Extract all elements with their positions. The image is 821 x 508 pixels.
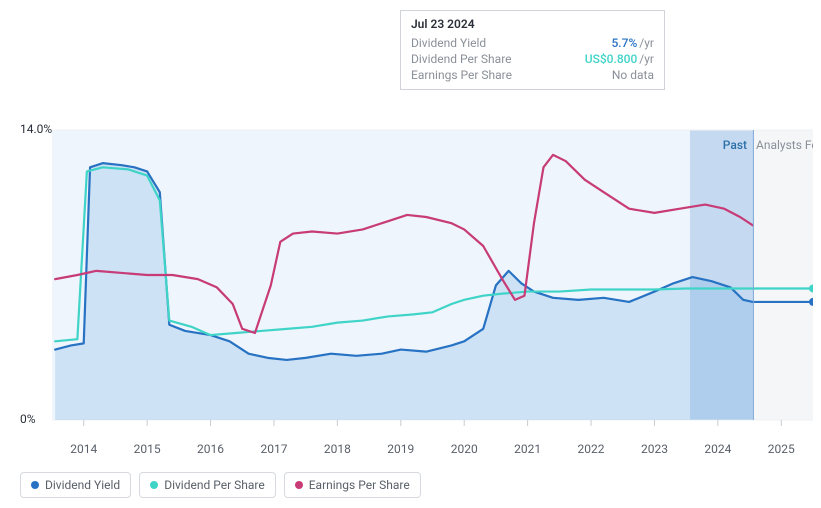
- tooltip-row: Dividend Yield 5.7%/yr: [411, 35, 654, 51]
- legend-item-label: Dividend Per Share: [164, 478, 265, 492]
- x-axis-label: 2021: [514, 442, 541, 456]
- x-axis-label: 2015: [134, 442, 161, 456]
- legend-dot-icon: [295, 481, 303, 489]
- tooltip-row-value: No data: [612, 68, 654, 82]
- tooltip-row: Earnings Per Share No data: [411, 67, 654, 83]
- y-axis-label: 14.0%: [20, 122, 52, 136]
- x-axis-labels: 2014 2015 2016 2017 2018 2019 2020 2021 2022 2023…: [52, 442, 813, 458]
- x-axis-label: 2023: [641, 442, 668, 456]
- tooltip-row-label: Dividend Yield: [411, 36, 486, 50]
- legend-item-earnings-per-share[interactable]: Earnings Per Share: [284, 472, 421, 498]
- x-axis-label: 2025: [768, 442, 795, 456]
- tooltip-row: Dividend Per Share US$0.800/yr: [411, 51, 654, 67]
- x-axis-label: 2014: [70, 442, 97, 456]
- legend-item-label: Earnings Per Share: [309, 478, 410, 492]
- x-axis-label: 2020: [451, 442, 478, 456]
- past-region-label: Past: [723, 138, 747, 152]
- legend-item-label: Dividend Yield: [45, 478, 120, 492]
- legend-item-dividend-yield[interactable]: Dividend Yield: [20, 472, 131, 498]
- legend-dot-icon: [150, 481, 158, 489]
- x-axis-label: 2016: [197, 442, 224, 456]
- tooltip-row-label: Earnings Per Share: [411, 68, 512, 82]
- x-axis-label: 2019: [387, 442, 414, 456]
- x-axis-label: 2024: [704, 442, 731, 456]
- legend-item-dividend-per-share[interactable]: Dividend Per Share: [139, 472, 276, 498]
- tooltip-row-label: Dividend Per Share: [411, 52, 512, 66]
- tooltip-row-value: US$0.800/yr: [585, 52, 654, 66]
- x-axis-label: 2018: [324, 442, 351, 456]
- legend-dot-icon: [31, 481, 39, 489]
- tooltip-date: Jul 23 2024: [411, 17, 654, 31]
- x-axis-label: 2017: [260, 442, 287, 456]
- tooltip-row-value: 5.7%/yr: [611, 36, 654, 50]
- dividend-chart: Jul 23 2024 Dividend Yield5.7%/yrDividen…: [0, 0, 821, 508]
- x-axis-label: 2022: [578, 442, 605, 456]
- chart-tooltip: Jul 23 2024 Dividend Yield5.7%/yrDividen…: [400, 10, 665, 90]
- chart-legend: Dividend Yield Dividend Per Share Earnings…: [20, 472, 421, 498]
- y-axis-label: 0%: [20, 412, 36, 426]
- forecast-region-label: Analysts Foreca: [756, 138, 813, 152]
